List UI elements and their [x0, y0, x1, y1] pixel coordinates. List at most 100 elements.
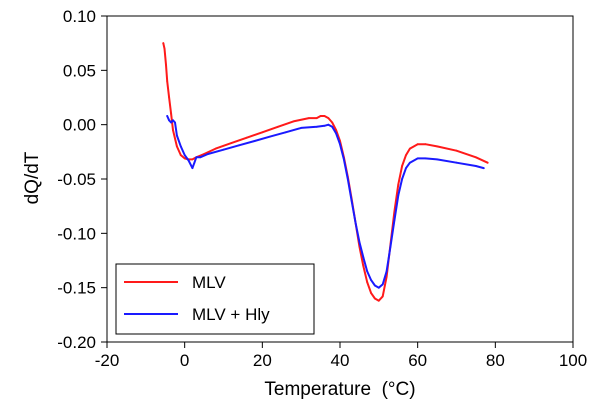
data-point-mlv-hly — [170, 121, 173, 124]
x-tick-label: 0 — [180, 351, 189, 370]
data-point-mlv-hly — [193, 161, 196, 164]
data-point-mlv — [377, 299, 380, 302]
data-point-mlv — [370, 292, 372, 294]
data-point-mlv-hly — [350, 199, 353, 202]
y-tick-label: -0.05 — [57, 170, 96, 189]
series-line-mlv — [162, 42, 489, 302]
data-point-mlv — [315, 117, 318, 119]
data-point-mlv-hly — [174, 121, 176, 124]
x-tick-label: -20 — [95, 351, 120, 370]
data-point-mlv-hly — [183, 154, 186, 157]
data-point-mlv — [409, 147, 411, 150]
data-point-mlv — [245, 136, 248, 139]
data-point-mlv-hly — [358, 241, 361, 243]
data-point-mlv — [183, 157, 186, 160]
data-point-mlv-hly — [370, 279, 372, 281]
data-point-mlv — [366, 281, 369, 284]
data-point-mlv-hly — [475, 165, 477, 167]
data-point-mlv — [486, 161, 489, 164]
x-tick-label: 20 — [253, 351, 272, 370]
data-point-mlv-hly — [335, 132, 337, 135]
data-point-mlv — [335, 129, 337, 132]
data-point-mlv-hly — [166, 115, 169, 117]
data-point-mlv — [170, 112, 173, 115]
data-point-mlv-hly — [327, 123, 330, 126]
data-point-mlv-hly — [172, 119, 174, 122]
data-point-mlv — [191, 158, 194, 161]
legend-label-mlv: MLV — [192, 273, 226, 292]
data-point-mlv-hly — [366, 270, 369, 273]
data-point-mlv-hly — [354, 221, 357, 224]
data-point-mlv — [381, 295, 384, 298]
y-axis: 0.10 0.05 0.00 -0.05 -0.10 -0.15 -0.20 — [57, 7, 107, 352]
data-point-mlv — [165, 64, 167, 66]
data-point-mlv-hly — [455, 161, 458, 164]
y-tick-label: 0.10 — [63, 7, 96, 26]
data-point-mlv-hly — [416, 157, 419, 160]
data-point-mlv — [323, 115, 326, 117]
data-point-mlv — [163, 47, 166, 50]
data-point-mlv — [374, 297, 376, 300]
data-point-mlv — [436, 145, 438, 148]
data-point-mlv-hly — [315, 125, 318, 128]
data-point-mlv-hly — [389, 245, 392, 248]
data-point-mlv-hly — [385, 270, 388, 273]
data-point-mlv-hly — [179, 145, 182, 148]
data-point-mlv — [405, 154, 407, 157]
data-point-mlv-hly — [222, 148, 225, 151]
data-point-mlv — [292, 120, 295, 123]
data-point-mlv — [162, 42, 165, 45]
y-tick-label: 0.00 — [63, 116, 96, 135]
data-point-mlv — [455, 149, 458, 152]
data-point-mlv — [416, 143, 419, 146]
data-point-mlv — [401, 165, 403, 167]
data-point-mlv-hly — [323, 124, 326, 127]
y-tick-label: -0.15 — [57, 279, 96, 298]
data-point-mlv-hly — [199, 156, 202, 159]
data-point-mlv-hly — [195, 156, 198, 159]
x-tick-label: 80 — [486, 351, 505, 370]
data-point-mlv — [308, 117, 310, 119]
data-point-mlv — [397, 183, 400, 186]
data-point-mlv-hly — [436, 158, 438, 161]
data-point-mlv-hly — [362, 256, 365, 259]
data-point-mlv — [230, 142, 233, 145]
data-point-mlv-hly — [176, 134, 178, 137]
data-point-mlv-hly — [300, 127, 303, 129]
data-point-mlv-hly — [207, 153, 209, 155]
data-point-mlv-hly — [343, 158, 345, 161]
x-axis-title: Temperature (°C) — [264, 379, 415, 400]
data-point-mlv — [331, 121, 334, 124]
legend: MLV MLV + Hly — [115, 263, 315, 335]
data-point-mlv-hly — [238, 144, 240, 147]
data-point-mlv — [277, 125, 279, 128]
data-point-mlv-hly — [405, 167, 407, 170]
data-point-mlv-hly — [393, 219, 396, 222]
data-point-mlv — [424, 143, 427, 146]
data-point-mlv — [319, 115, 322, 117]
y-tick-label: -0.10 — [57, 224, 96, 243]
series-line-mlv-hly — [166, 115, 485, 289]
data-point-mlv — [172, 129, 174, 132]
data-point-mlv-hly — [269, 135, 271, 138]
data-point-mlv — [327, 117, 330, 119]
data-point-mlv-hly — [284, 131, 287, 134]
data-point-mlv-hly — [339, 143, 341, 146]
y-tick-label: 0.05 — [63, 61, 96, 80]
y-axis-title: dQ/dT — [22, 151, 43, 204]
x-tick-label: 60 — [408, 351, 427, 370]
data-point-mlv — [475, 156, 477, 159]
y-tick-label: -0.20 — [57, 333, 96, 352]
data-point-mlv — [261, 131, 264, 134]
data-point-mlv-hly — [397, 194, 400, 197]
data-point-mlv — [168, 96, 171, 99]
x-axis: -20 0 20 40 60 80 100 — [95, 342, 587, 370]
data-point-mlv-hly — [346, 178, 349, 180]
data-point-mlv-hly — [401, 178, 403, 180]
data-series-group — [162, 42, 489, 302]
data-point-mlv — [176, 145, 178, 148]
data-point-mlv-hly — [377, 286, 380, 289]
data-point-mlv-hly — [424, 157, 427, 160]
data-point-mlv-hly — [253, 140, 256, 142]
